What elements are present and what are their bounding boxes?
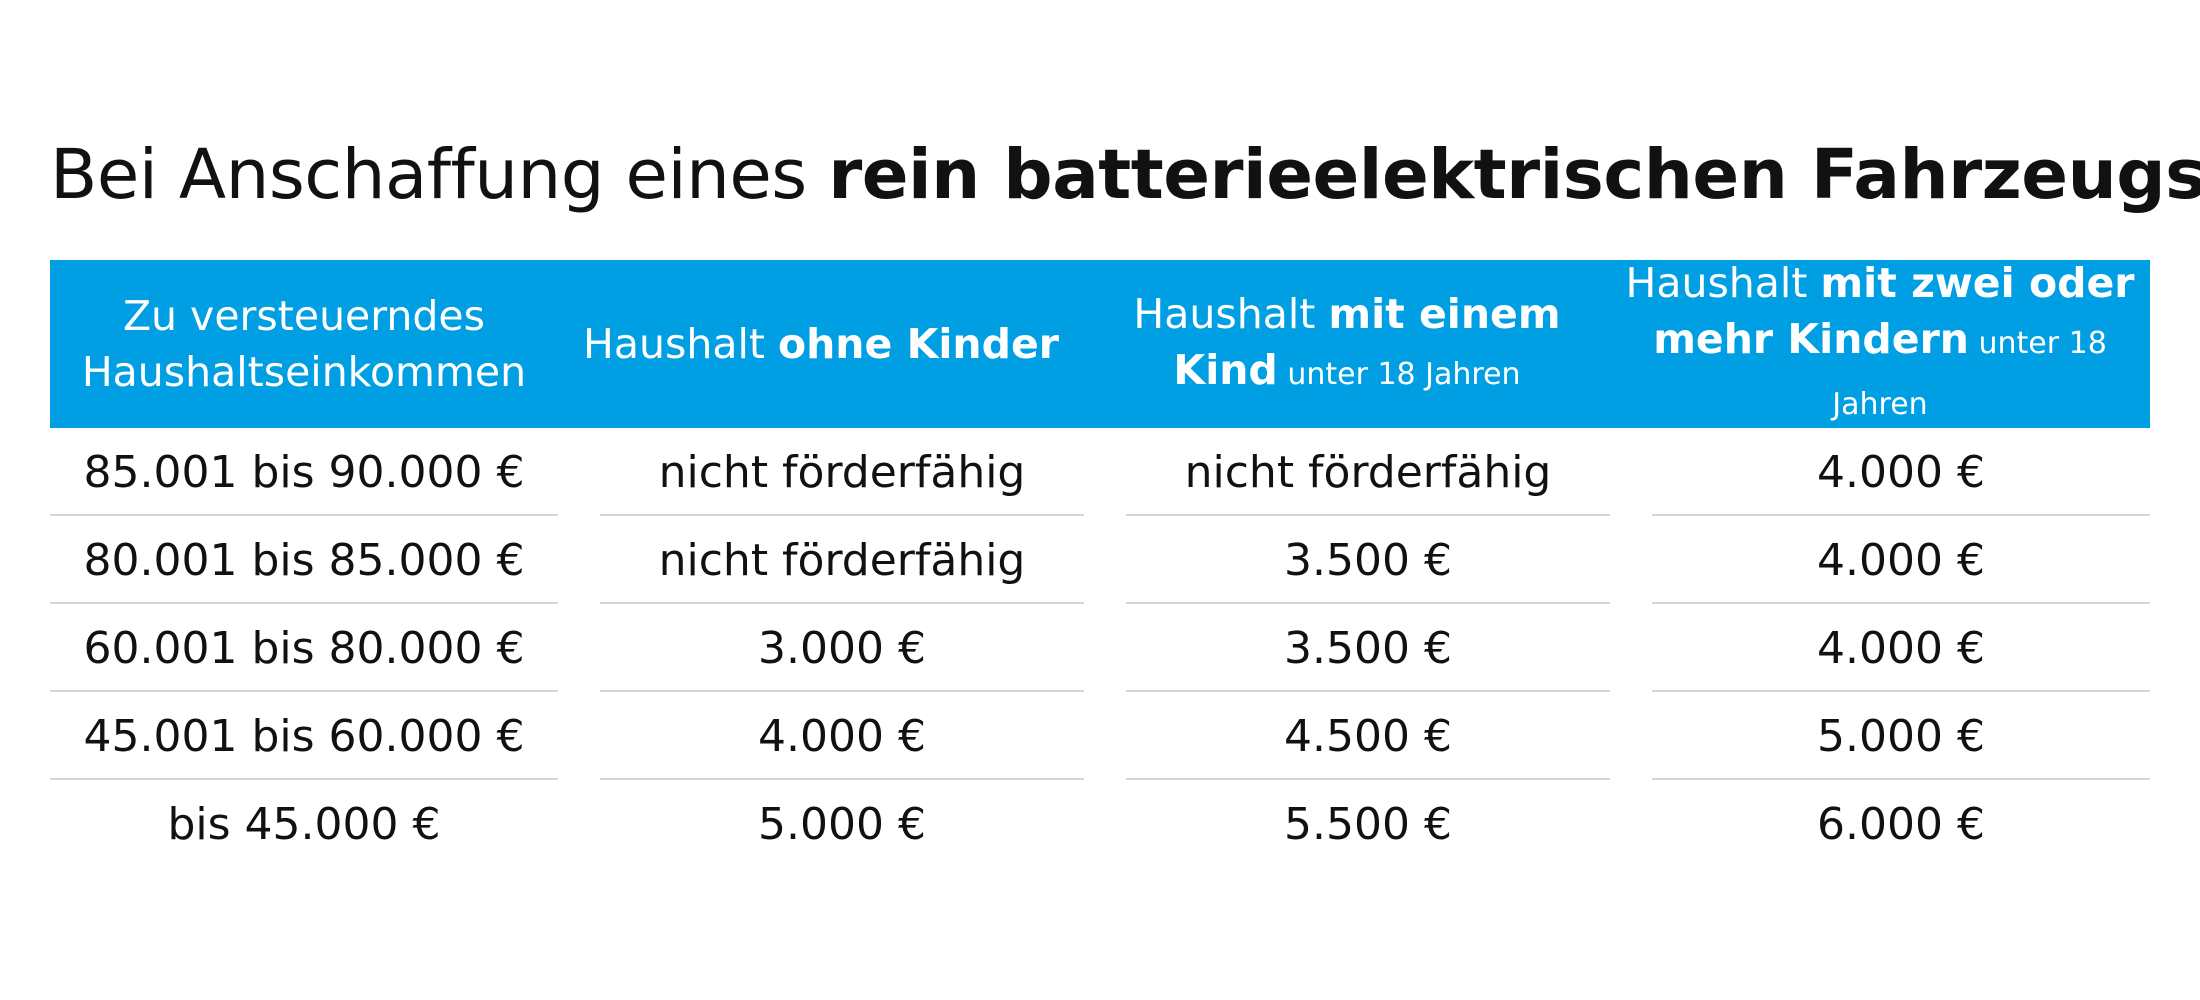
cell-two-children: 4.000 € [1817, 534, 1985, 586]
row-divider [1126, 514, 1610, 516]
header-one-child-bold1: mit einem [1328, 289, 1561, 338]
header-income-line2: Haushaltseinkommen [81, 348, 527, 396]
cell-income: bis 45.000 € [167, 798, 441, 850]
header-two-children: Haushalt mit zwei oder mehr Kindern unte… [1610, 259, 2150, 428]
cell-two-children: 4.000 € [1817, 622, 1985, 674]
cell-one-child: 3.500 € [1284, 534, 1452, 586]
title-plain: Bei Anschaffung eines [50, 135, 829, 215]
cell-one-child: 5.500 € [1284, 798, 1452, 850]
cell-no-children: 5.000 € [758, 798, 926, 850]
header-one-child: Haushalt mit einem Kind unter 18 Jahren [1084, 260, 1610, 428]
table-body: 85.001 bis 90.000 € nicht förderfähig ni… [50, 428, 2150, 868]
cell-income: 85.001 bis 90.000 € [83, 446, 525, 498]
cell-two-children: 4.000 € [1817, 446, 1985, 498]
header-two-children-plain: Haushalt [1625, 259, 1821, 307]
cell-two-children: 6.000 € [1817, 798, 1985, 850]
cell-one-child: nicht förderfähig [1184, 446, 1552, 498]
table-row: 80.001 bis 85.000 € nicht förderfähig 3.… [50, 516, 2150, 604]
header-one-child-small: unter 18 Jahren [1277, 356, 1521, 392]
header-two-children-bold2: mehr Kindern [1653, 315, 1969, 363]
row-divider [1126, 778, 1610, 780]
cell-income: 45.001 bis 60.000 € [83, 710, 525, 762]
table-row: 45.001 bis 60.000 € 4.000 € 4.500 € 5.00… [50, 692, 2150, 780]
row-divider [1652, 514, 2150, 516]
header-no-children: Haushalt ohne Kinder [558, 260, 1084, 428]
cell-no-children: nicht förderfähig [658, 446, 1026, 498]
table-header: Zu versteuerndes Haushaltseinkommen Haus… [50, 259, 2150, 428]
row-divider [600, 514, 1084, 516]
header-income: Zu versteuerndes Haushaltseinkommen [50, 260, 558, 428]
row-divider [600, 778, 1084, 780]
cell-income: 80.001 bis 85.000 € [83, 534, 525, 586]
header-no-children-bold: ohne Kinder [777, 320, 1059, 368]
table-row: 85.001 bis 90.000 € nicht förderfähig ni… [50, 428, 2150, 516]
row-divider [50, 778, 558, 780]
subsidy-table: Zu versteuerndes Haushaltseinkommen Haus… [50, 259, 2150, 868]
header-no-children-plain: Haushalt [583, 320, 778, 368]
row-divider [1652, 690, 2150, 692]
title-bold: rein batterieelektrischen Fahrzeugs [828, 135, 2200, 215]
row-divider [50, 690, 558, 692]
cell-one-child: 3.500 € [1284, 622, 1452, 674]
row-divider [50, 514, 558, 516]
table-row: bis 45.000 € 5.000 € 5.500 € 6.000 € [50, 780, 2150, 868]
page-title: Bei Anschaffung eines rein batterieelekt… [50, 135, 2200, 215]
table-row: 60.001 bis 80.000 € 3.000 € 3.500 € 4.00… [50, 604, 2150, 692]
row-divider [600, 690, 1084, 692]
row-divider [1126, 690, 1610, 692]
row-divider [1652, 602, 2150, 604]
row-divider [50, 602, 558, 604]
header-one-child-bold2: Kind [1173, 345, 1278, 394]
cell-two-children: 5.000 € [1817, 710, 1985, 762]
header-income-line1: Zu versteuerndes [122, 292, 486, 340]
header-two-children-bold1: mit zwei oder [1820, 259, 2135, 307]
cell-no-children: 3.000 € [758, 622, 926, 674]
row-divider [1652, 778, 2150, 780]
header-two-children-small: unter 18 Jahren [1832, 326, 2107, 422]
row-divider [1126, 602, 1610, 604]
cell-no-children: nicht förderfähig [658, 534, 1026, 586]
cell-one-child: 4.500 € [1284, 710, 1452, 762]
cell-income: 60.001 bis 80.000 € [83, 622, 525, 674]
cell-no-children: 4.000 € [758, 710, 926, 762]
header-one-child-plain: Haushalt [1133, 289, 1329, 338]
row-divider [600, 602, 1084, 604]
